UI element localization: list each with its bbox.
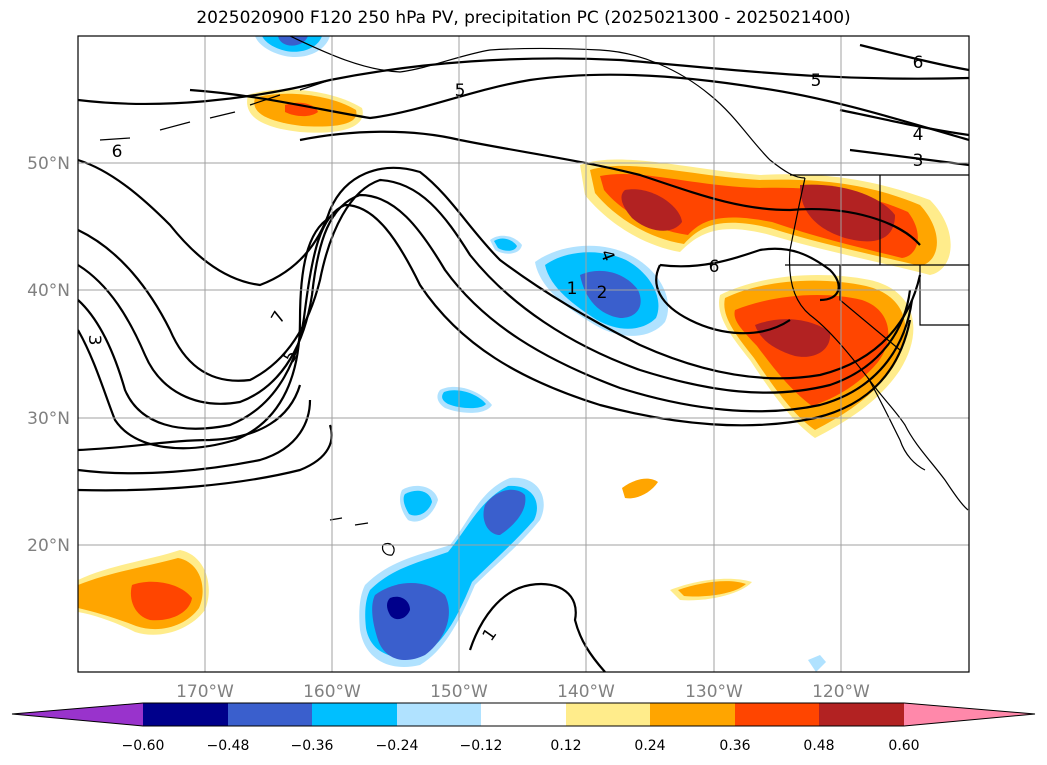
pv-contour xyxy=(468,582,606,672)
colorbar-tick-label: −0.12 xyxy=(460,738,503,754)
pv-contour xyxy=(78,158,922,380)
colorbar-segment xyxy=(650,703,735,726)
contour-label: 6 xyxy=(913,53,924,73)
precip-positive-region xyxy=(130,581,192,621)
pv-contour xyxy=(655,264,791,335)
lon-label: 170°W xyxy=(176,682,234,702)
colorbar-segment xyxy=(819,703,904,726)
pv-contour xyxy=(78,193,914,413)
map-gridlines xyxy=(78,36,969,672)
colorbar-tick-label: 0.12 xyxy=(550,738,581,754)
colorbar: −0.60 −0.48 −0.36 −0.24 −0.12 0.12 0.24 … xyxy=(11,702,1036,754)
lat-label: 50°N xyxy=(27,154,70,174)
colorbar-segment xyxy=(143,703,228,726)
contour-label: 1 xyxy=(567,279,578,299)
colorbar-segment xyxy=(566,703,650,726)
lon-label: 150°W xyxy=(430,682,488,702)
contour-label: 4 xyxy=(913,125,924,145)
lon-label: 160°W xyxy=(303,682,361,702)
pv-contour xyxy=(78,213,336,450)
colorbar-tick-label: −0.48 xyxy=(207,738,250,754)
precip-negative-region xyxy=(403,490,432,516)
contour-label: 5 xyxy=(455,81,466,101)
lat-label: 30°N xyxy=(27,409,70,429)
precip-positive-region xyxy=(622,478,658,499)
colorbar-segment xyxy=(228,703,312,726)
contour-label: 5 xyxy=(811,71,822,91)
lon-label: 120°W xyxy=(812,682,870,702)
colorbar-tick-label: −0.36 xyxy=(291,738,334,754)
pv-contour xyxy=(78,178,912,394)
pv-contour xyxy=(78,384,302,452)
pv-contour xyxy=(78,424,333,492)
pv-contour xyxy=(78,203,912,430)
colorbar-segment xyxy=(397,703,481,726)
colorbar-segment xyxy=(735,703,819,726)
aleutian-islands xyxy=(99,79,331,141)
colorbar-tick-label: 0.24 xyxy=(634,738,665,754)
pv-contour xyxy=(78,399,312,475)
precip-negative-region xyxy=(483,489,526,535)
baja-coastline xyxy=(867,377,926,471)
map-frame xyxy=(77,35,970,673)
latitude-labels: 20°N 30°N 40°N 50°N xyxy=(27,154,70,556)
precip-negative-region xyxy=(442,390,486,409)
map-title: 2025020900 F120 250 hPa PV, precipitatio… xyxy=(196,8,851,28)
pv-contour xyxy=(189,73,969,142)
lat-label: 20°N xyxy=(27,536,70,556)
lon-label: 140°W xyxy=(557,682,615,702)
precip-negative-region xyxy=(580,270,641,318)
pv-contour xyxy=(78,57,969,106)
colorbar-segment xyxy=(312,703,397,726)
pv-contour xyxy=(839,108,969,137)
longitude-labels: 170°W 160°W 150°W 140°W 130°W 120°W xyxy=(176,682,870,702)
pv-contour xyxy=(859,43,969,72)
colorbar-tick-label: 0.60 xyxy=(888,738,919,754)
lon-label: 130°W xyxy=(685,682,743,702)
colorbar-outline xyxy=(11,702,1036,727)
colorbar-tick-label: −0.24 xyxy=(376,738,419,754)
colorbar-tick-label: −0.60 xyxy=(122,738,165,754)
contour-label: 3 xyxy=(84,335,104,346)
colorbar-segment xyxy=(481,703,566,726)
precip-positive-region xyxy=(621,189,682,231)
pv-contour xyxy=(299,130,921,246)
lat-label: 40°N xyxy=(27,281,70,301)
contour-label: 6 xyxy=(112,142,123,162)
colorbar-tick-label: 0.48 xyxy=(803,738,834,754)
colorbar-extend-low xyxy=(12,703,143,726)
pv-contour xyxy=(659,247,840,302)
precip-negative-region xyxy=(494,238,517,251)
contour-label: 6 xyxy=(709,257,720,277)
colorbar-extend-high xyxy=(904,703,1035,726)
precip-negative-region xyxy=(278,36,308,46)
alaska-coastline xyxy=(289,36,806,179)
contour-label: 2 xyxy=(597,283,608,303)
precip-positive-region xyxy=(678,581,746,597)
colorbar-tick-label: 0.36 xyxy=(719,738,750,754)
precip-negative-region xyxy=(808,655,826,672)
precip-negative-region xyxy=(387,596,410,620)
contour-label: 3 xyxy=(913,151,924,171)
